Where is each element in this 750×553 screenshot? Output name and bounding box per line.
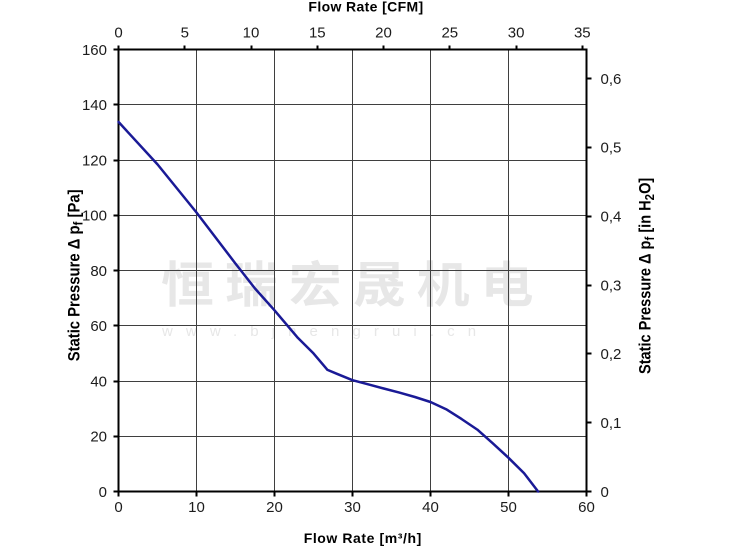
svg-text:15: 15: [309, 24, 326, 41]
svg-text:10: 10: [243, 24, 260, 41]
svg-text:60: 60: [90, 318, 107, 335]
svg-text:80: 80: [90, 263, 107, 280]
svg-text:120: 120: [82, 152, 107, 169]
svg-text:20: 20: [375, 24, 392, 41]
svg-text:30: 30: [508, 24, 525, 41]
svg-text:Static Pressure Δ pf [Pa]: Static Pressure Δ pf [Pa]: [66, 189, 86, 361]
svg-text:0,2: 0,2: [601, 346, 622, 363]
svg-text:35: 35: [574, 24, 591, 41]
svg-text:10: 10: [188, 499, 205, 516]
svg-text:0,3: 0,3: [601, 277, 622, 294]
svg-text:20: 20: [90, 429, 107, 446]
svg-text:0: 0: [99, 484, 107, 501]
svg-text:140: 140: [82, 97, 107, 114]
svg-text:www.bjhengrui.cn: www.bjhengrui.cn: [161, 323, 489, 340]
svg-text:25: 25: [441, 24, 458, 41]
svg-text:Flow Rate [m³/h]: Flow Rate [m³/h]: [304, 530, 422, 546]
svg-text:60: 60: [578, 499, 595, 516]
svg-text:160: 160: [82, 42, 107, 59]
svg-text:100: 100: [82, 208, 107, 225]
svg-text:0,1: 0,1: [601, 415, 622, 432]
svg-text:0,4: 0,4: [601, 209, 622, 226]
svg-text:40: 40: [90, 373, 107, 390]
svg-text:5: 5: [181, 24, 189, 41]
svg-text:50: 50: [500, 499, 517, 516]
svg-text:40: 40: [422, 499, 439, 516]
svg-text:Static Pressure Δ pf [in H2O]: Static Pressure Δ pf [in H2O]: [637, 178, 657, 374]
svg-text:0,6: 0,6: [601, 71, 622, 88]
svg-text:0: 0: [114, 499, 122, 516]
svg-text:20: 20: [266, 499, 283, 516]
svg-text:30: 30: [344, 499, 361, 516]
svg-text:0: 0: [601, 484, 609, 501]
svg-text:0,5: 0,5: [601, 140, 622, 157]
svg-text:0: 0: [114, 24, 122, 41]
svg-text:Flow Rate [CFM]: Flow Rate [CFM]: [308, 0, 423, 15]
